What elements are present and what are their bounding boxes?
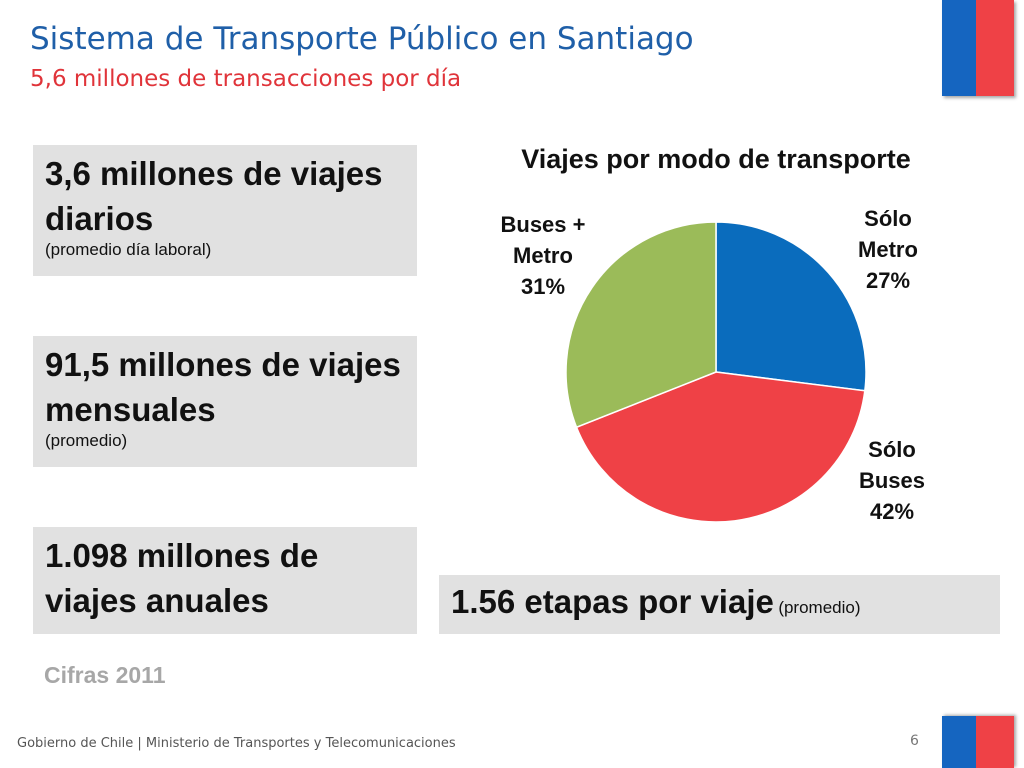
flag-blue-stripe (942, 0, 976, 96)
chile-flag-logo-bottom (942, 716, 1014, 768)
pie-data-label: Sólo Buses 42% (859, 437, 925, 524)
pie-data-label-line: Buses (859, 468, 925, 493)
pie-slice (565, 221, 717, 429)
stat-monthly-trips-value: 91,5 millones de viajes mensuales (45, 346, 401, 428)
stages-per-trip-box: 1.56 etapas por viaje (promedio) (439, 575, 1000, 634)
pie-data-label: Sólo Metro 27% (858, 206, 918, 293)
slide-subtitle: 5,6 millones de transacciones por día (30, 66, 462, 92)
stat-daily-trips-note: (promedio día laboral) (45, 240, 212, 259)
slide-title: Sistema de Transporte Público en Santiag… (30, 21, 694, 57)
pie-data-label-line: 31% (521, 274, 565, 299)
pie-data-label: Buses + Metro 31% (501, 212, 586, 299)
pie-data-label-line: Sólo (868, 437, 916, 462)
stat-box-annual-trips: 1.098 millones de viajes anuales (33, 527, 417, 634)
pie-chart: Sólo Metro 27% Sólo Buses 42% Buses + Metro 31% (501, 206, 926, 524)
stat-box-monthly-trips: 91,5 millones de viajes mensuales (prome… (33, 336, 417, 467)
pie-data-label-line: Sólo (864, 206, 912, 231)
footer-ministry-text: Gobierno de Chile | Ministerio de Transp… (17, 736, 456, 751)
stat-box-daily-trips: 3,6 millones de viajes diarios (promedio… (33, 145, 417, 276)
pie-slice (575, 371, 866, 523)
stat-daily-trips-value: 3,6 millones de viajes diarios (45, 155, 383, 237)
flag-red-stripe (976, 0, 1014, 96)
stat-monthly-trips-note: (promedio) (45, 431, 128, 450)
chart-title: Viajes por modo de transporte (521, 144, 911, 174)
pie-data-label-line: 42% (870, 499, 914, 524)
flag-red-stripe (976, 716, 1014, 768)
stages-per-trip-value: 1.56 etapas por viaje (451, 583, 774, 620)
stages-per-trip-note: (promedio) (778, 598, 861, 617)
pie-slice (715, 221, 867, 392)
figures-year-note: Cifras 2011 (44, 662, 166, 688)
pie-data-label-line: Buses + (501, 212, 586, 237)
pie-data-label-line: 27% (866, 268, 910, 293)
page-number: 6 (910, 733, 919, 749)
pie-data-label-line: Metro (858, 237, 918, 262)
flag-blue-stripe (942, 716, 976, 768)
pie-data-label-line: Metro (513, 243, 573, 268)
chile-flag-logo-top (942, 0, 1014, 96)
stat-annual-trips-value: 1.098 millones de viajes anuales (45, 537, 319, 619)
